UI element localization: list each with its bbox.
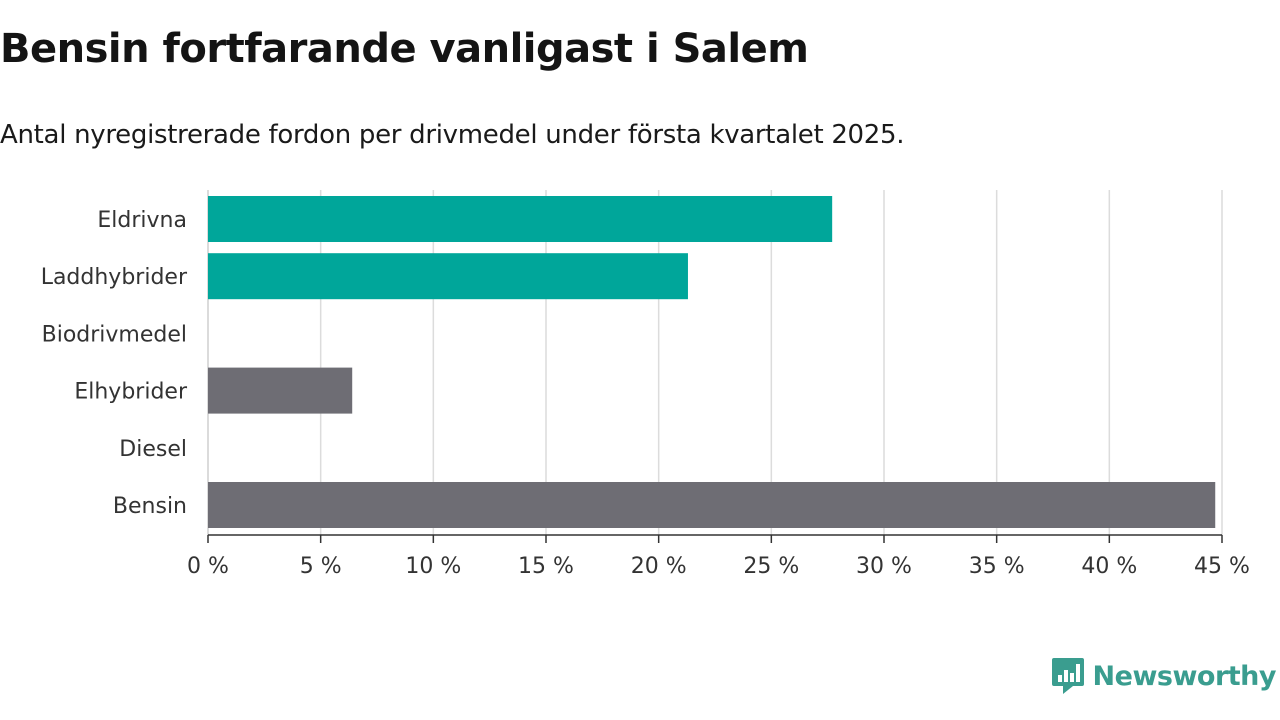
bars <box>208 196 1216 528</box>
x-tick-label: 15 % <box>518 554 574 579</box>
category-label: Bensin <box>113 494 187 519</box>
bar <box>208 196 833 242</box>
category-label: Laddhybrider <box>41 265 188 290</box>
chart-subtitle: Antal nyregistrerade fordon per drivmede… <box>0 120 905 150</box>
category-label: Eldrivna <box>97 208 187 233</box>
bar-chart-icon <box>1051 658 1084 694</box>
bar <box>208 482 1216 528</box>
category-label: Biodrivmedel <box>42 322 187 347</box>
x-tick-label: 10 % <box>405 554 461 579</box>
x-tick-label: 30 % <box>856 554 912 579</box>
bar-chart: Eldrivna Laddhybrider Biodrivmedel Elhybrid… <box>41 190 1250 579</box>
x-tick-label: 0 % <box>187 554 229 579</box>
bar <box>208 253 688 300</box>
bar <box>208 367 353 414</box>
x-axis: 0 % 5 % 10 % 15 % 20 % 25 % 30 % 35 % 40 % 45 % <box>187 534 1250 579</box>
x-tick-label: 40 % <box>1081 554 1137 579</box>
newsworthy-logo: Newsworthy <box>1051 656 1277 696</box>
x-tick-label: 5 % <box>300 554 342 579</box>
x-tick-label: 25 % <box>743 554 799 579</box>
category-labels: Eldrivna Laddhybrider Biodrivmedel Elhybrid… <box>41 208 188 519</box>
gridlines <box>207 190 1223 535</box>
x-tick-label: 35 % <box>969 554 1025 579</box>
category-label: Elhybrider <box>74 380 188 405</box>
category-label: Diesel <box>119 437 187 462</box>
chart-title: Bensin fortfarande vanligast i Salem <box>0 26 809 72</box>
x-tick-label: 45 % <box>1194 554 1250 579</box>
x-tick-label: 20 % <box>631 554 687 579</box>
brand-name: Newsworthy <box>1092 660 1277 692</box>
